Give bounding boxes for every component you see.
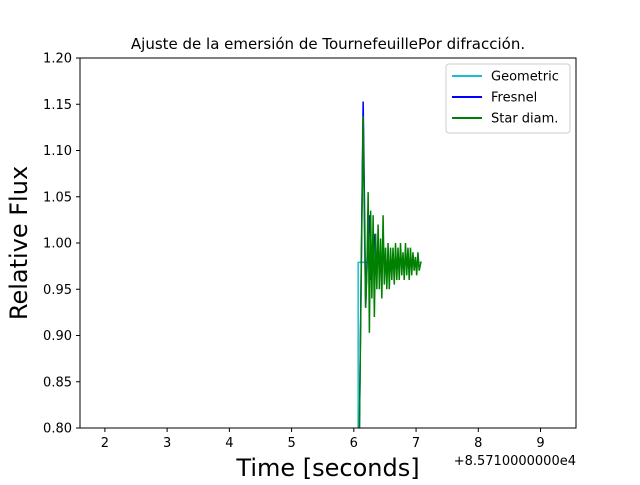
x-tick-label: 6 bbox=[350, 436, 358, 451]
legend-label-fresnel: Fresnel bbox=[491, 91, 537, 106]
chart-title: Ajuste de la emersión de TournefeuillePo… bbox=[131, 35, 525, 53]
x-tick-label: 5 bbox=[287, 436, 295, 451]
x-tick-label: 4 bbox=[225, 436, 233, 451]
x-axis-label: Time [seconds] bbox=[235, 454, 419, 480]
x-tick-label: 7 bbox=[412, 436, 420, 451]
y-tick-label: 0.85 bbox=[43, 375, 72, 390]
y-tick-label: 1.00 bbox=[43, 237, 72, 252]
y-axis-label: Relative Flux bbox=[5, 166, 33, 320]
x-axis: 2 3 4 5 6 7 8 9 bbox=[101, 428, 545, 451]
x-tick-label: 2 bbox=[101, 436, 109, 451]
y-tick-label: 0.95 bbox=[43, 283, 72, 298]
x-tick-label: 8 bbox=[474, 436, 482, 451]
series-layer bbox=[357, 101, 422, 428]
y-tick-label: 1.15 bbox=[43, 98, 72, 113]
legend-label-star-diam: Star diam. bbox=[491, 112, 558, 127]
y-tick-label: 0.90 bbox=[43, 329, 72, 344]
y-tick-label: 1.20 bbox=[43, 52, 72, 67]
x-axis-offset-label: +8.5710000000e4 bbox=[454, 454, 576, 469]
y-tick-label: 1.05 bbox=[43, 190, 72, 205]
series-line-star-diam bbox=[358, 116, 422, 428]
legend-label-geometric: Geometric bbox=[491, 70, 559, 85]
legend-box bbox=[445, 63, 571, 134]
y-tick-label: 1.10 bbox=[43, 144, 72, 159]
y-axis: 0.80 0.85 0.90 0.95 1.00 1.05 1.10 1.15 1.20 bbox=[43, 52, 80, 437]
legend: Geometric Fresnel Star diam. bbox=[445, 63, 571, 134]
x-tick-label: 3 bbox=[163, 436, 171, 451]
x-tick-label: 9 bbox=[536, 436, 544, 451]
y-tick-label: 0.80 bbox=[43, 422, 72, 437]
